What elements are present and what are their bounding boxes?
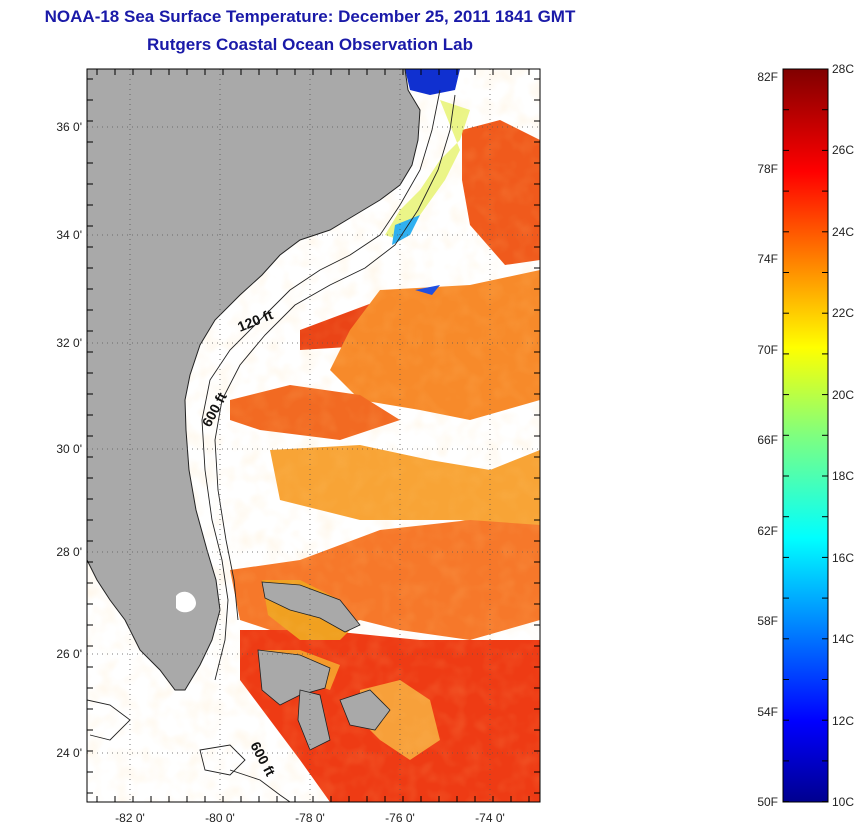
latitude-labels: 36 0' 34 0' 32 0' 30 0' 28 0' 26 0' 24 0… xyxy=(56,120,82,760)
lat-label: 30 0' xyxy=(56,442,82,456)
colorbar-c-label: 24C xyxy=(832,225,854,239)
lat-label: 34 0' xyxy=(56,228,82,242)
lon-label: -82 0' xyxy=(115,811,145,825)
lat-label: 36 0' xyxy=(56,120,82,134)
colorbar-c-label: 28C xyxy=(832,62,854,76)
colorbar-f-label: 62F xyxy=(757,524,778,538)
longitude-labels: -82 0' -80 0' -78 0' -76 0' -74 0' xyxy=(115,811,505,825)
colorbar-ticks xyxy=(783,68,828,803)
colorbar-f-label: 54F xyxy=(757,705,778,719)
colorbar-f-label: 66F xyxy=(757,433,778,447)
lon-label: -76 0' xyxy=(385,811,415,825)
lat-label: 32 0' xyxy=(56,336,82,350)
colorbar xyxy=(782,68,829,803)
lake-okeechobee xyxy=(176,591,196,613)
map-title: NOAA-18 Sea Surface Temperature: Decembe… xyxy=(44,7,576,26)
lon-label: -80 0' xyxy=(205,811,235,825)
colorbar-fahrenheit-labels: 82F 78F 74F 70F 66F 62F 58F 54F 50F xyxy=(757,70,778,809)
lon-label: -74 0' xyxy=(475,811,505,825)
colorbar-celsius-labels: 28C 26C 24C 22C 20C 18C 16C 14C 12C 10C xyxy=(832,62,854,809)
colorbar-f-label: 78F xyxy=(757,162,778,176)
lat-label: 24 0' xyxy=(56,746,82,760)
lat-label: 28 0' xyxy=(56,545,82,559)
colorbar-f-label: 58F xyxy=(757,614,778,628)
colorbar-f-label: 70F xyxy=(757,343,778,357)
colorbar-c-label: 16C xyxy=(832,551,854,565)
colorbar-c-label: 22C xyxy=(832,306,854,320)
bahamas-islands xyxy=(257,581,391,751)
axis-minor-ticks xyxy=(87,69,540,802)
colorbar-c-label: 18C xyxy=(832,469,854,483)
land xyxy=(87,69,420,690)
colorbar-c-label: 26C xyxy=(832,143,854,157)
colorbar-c-label: 14C xyxy=(832,632,854,646)
lon-label: -78 0' xyxy=(295,811,325,825)
colorbar-f-label: 82F xyxy=(757,70,778,84)
colorbar-c-label: 12C xyxy=(832,714,854,728)
colorbar-c-label: 20C xyxy=(832,388,854,402)
coastline xyxy=(87,69,421,691)
map-subtitle: Rutgers Coastal Ocean Observation Lab xyxy=(147,35,473,54)
cold-coastal-water xyxy=(385,69,470,295)
bathymetry-contours xyxy=(87,89,456,802)
graticule xyxy=(87,69,540,802)
lat-label: 26 0' xyxy=(56,647,82,661)
colorbar-f-label: 74F xyxy=(757,252,778,266)
colorbar-c-label: 10C xyxy=(832,795,854,809)
colorbar-f-label: 50F xyxy=(757,795,778,809)
